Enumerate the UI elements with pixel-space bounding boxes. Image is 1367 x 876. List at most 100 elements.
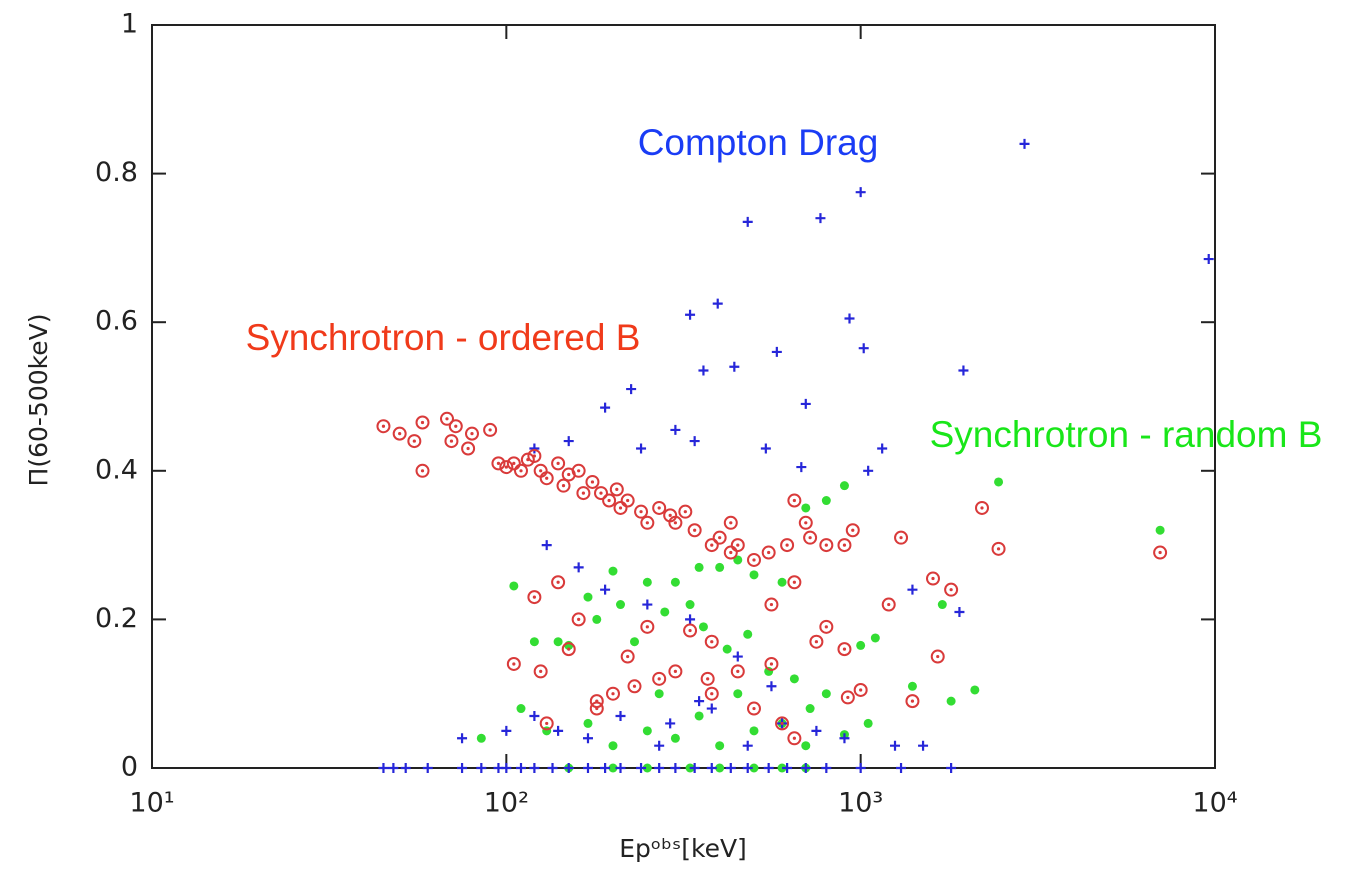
marker-shape	[752, 706, 756, 711]
marker-shape	[639, 510, 643, 514]
marker-shape	[800, 763, 811, 773]
marker-shape	[937, 600, 947, 610]
marker-shape	[654, 740, 665, 751]
point	[798, 515, 813, 530]
marker-shape	[415, 415, 430, 430]
marker-shape	[863, 465, 874, 476]
marker-shape	[626, 498, 630, 503]
marker-shape	[512, 662, 516, 666]
marker-shape	[516, 763, 526, 773]
marker-shape	[845, 523, 860, 538]
point	[400, 763, 411, 773]
point	[636, 443, 647, 454]
marker-shape	[780, 538, 795, 553]
point	[819, 538, 834, 553]
point	[605, 686, 620, 701]
point	[600, 402, 611, 413]
marker-shape	[652, 671, 667, 686]
marker-shape	[729, 361, 740, 372]
marker-shape	[556, 461, 560, 465]
marker-shape	[483, 422, 498, 437]
marker-shape	[824, 543, 828, 547]
point	[747, 552, 762, 567]
y-tick-label: 0.6	[95, 306, 138, 337]
marker-shape	[551, 456, 566, 471]
marker-shape	[907, 584, 918, 595]
marker-shape	[749, 763, 759, 773]
point	[715, 741, 725, 751]
marker-shape	[761, 545, 776, 560]
point	[803, 530, 818, 545]
marker-shape	[801, 741, 811, 751]
point	[499, 460, 514, 475]
marker-shape	[457, 763, 468, 773]
marker-shape	[461, 441, 476, 456]
point	[796, 462, 807, 473]
point	[541, 540, 552, 551]
marker-shape	[670, 577, 680, 587]
marker-shape	[710, 692, 714, 696]
point	[378, 763, 389, 773]
point	[771, 346, 782, 357]
marker-shape	[858, 343, 869, 354]
point	[483, 422, 498, 437]
point	[634, 504, 649, 519]
point	[415, 463, 430, 478]
marker-shape	[381, 424, 386, 428]
point	[615, 763, 626, 773]
marker-shape	[512, 461, 516, 465]
marker-shape	[553, 637, 563, 647]
marker-shape	[787, 575, 802, 590]
marker-shape	[782, 763, 793, 773]
marker-shape	[654, 763, 665, 773]
point	[527, 590, 542, 605]
point	[652, 500, 667, 515]
point	[582, 763, 593, 773]
marker-shape	[514, 463, 529, 478]
point	[801, 741, 811, 751]
marker-shape	[700, 671, 715, 686]
marker-shape	[571, 463, 586, 478]
point	[670, 763, 681, 773]
marker-shape	[1203, 254, 1214, 265]
marker-shape	[657, 677, 661, 681]
marker-shape	[855, 187, 866, 198]
marker-shape	[636, 763, 647, 773]
point	[600, 763, 611, 773]
marker-shape	[846, 695, 850, 700]
marker-shape	[905, 694, 920, 709]
point	[706, 763, 717, 773]
point	[376, 419, 391, 434]
marker-shape	[420, 469, 425, 473]
point	[547, 763, 558, 773]
point	[789, 674, 799, 684]
point	[805, 704, 815, 714]
x-tick-label: 10¹	[129, 788, 174, 819]
point	[800, 763, 811, 773]
point	[516, 704, 526, 714]
point	[694, 711, 704, 721]
marker-shape	[412, 439, 416, 443]
point	[1155, 525, 1165, 535]
point	[527, 448, 542, 463]
point	[539, 716, 554, 731]
point	[894, 530, 909, 545]
marker-shape	[683, 510, 687, 514]
marker-shape	[640, 619, 655, 634]
point	[763, 763, 774, 773]
marker-shape	[792, 736, 796, 740]
point	[640, 515, 655, 530]
marker-shape	[694, 562, 704, 572]
marker-shape	[595, 706, 599, 711]
point	[689, 436, 700, 447]
marker-shape	[626, 384, 637, 395]
marker-shape	[539, 471, 554, 486]
point	[855, 763, 866, 773]
point	[620, 649, 635, 664]
marker-shape	[571, 612, 586, 627]
marker-shape	[454, 424, 458, 428]
point	[392, 426, 407, 441]
point	[839, 733, 850, 744]
point	[937, 600, 947, 610]
marker-shape	[668, 515, 683, 530]
